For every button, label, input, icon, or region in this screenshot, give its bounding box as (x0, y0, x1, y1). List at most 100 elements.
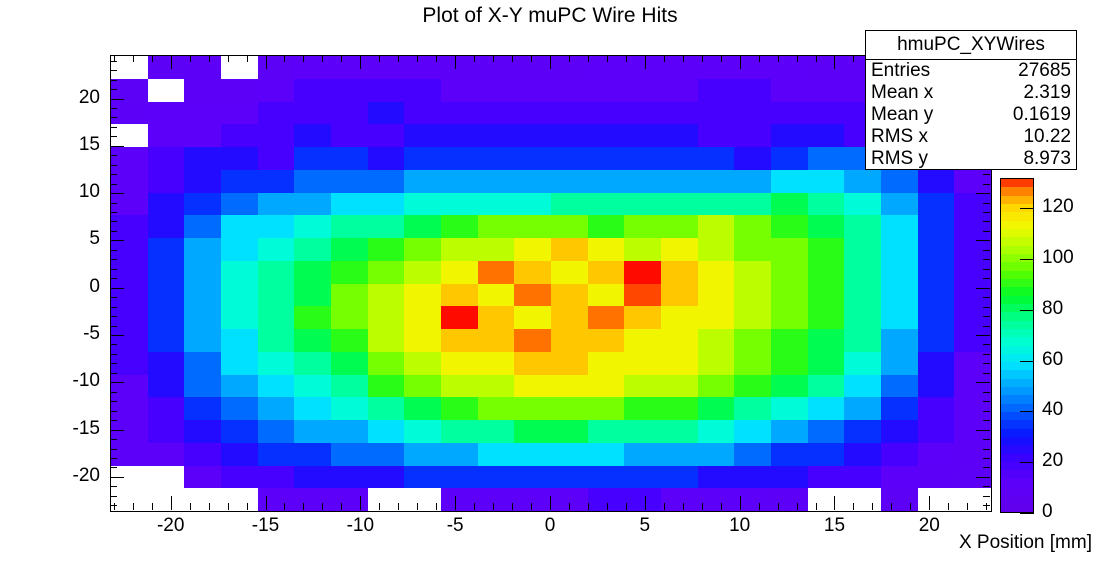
heatmap-cell (477, 147, 515, 171)
heatmap-cell (624, 192, 662, 216)
axis-tick (834, 496, 836, 510)
heatmap-cell (661, 78, 699, 103)
color-scale-band (1001, 228, 1033, 238)
heatmap-cell (441, 442, 479, 467)
heatmap-cell (184, 420, 222, 444)
heatmap-cell (257, 465, 295, 489)
heatmap-cell (587, 124, 625, 148)
heatmap-cell (331, 442, 369, 467)
heatmap-cell (404, 420, 442, 444)
x-axis-title: X Position [mm] (958, 532, 1092, 553)
axis-tick (110, 391, 117, 393)
heatmap-cell (404, 147, 442, 171)
heatmap-cell (331, 306, 369, 330)
heatmap-cell (404, 56, 442, 80)
heatmap-cell (367, 329, 405, 353)
heatmap-cell (551, 283, 589, 307)
heatmap-cell (331, 169, 369, 194)
axis-tick (110, 363, 117, 365)
heatmap-cell (807, 465, 845, 489)
heatmap-cell (367, 124, 405, 148)
axis-tick (948, 503, 950, 510)
axis-tick (983, 363, 990, 365)
heatmap-cell (807, 374, 845, 398)
color-scale-band (1001, 195, 1033, 205)
heatmap-cell (624, 465, 662, 489)
axis-tick-label: -15 (251, 515, 280, 536)
heatmap-cell (184, 397, 222, 421)
heatmap-cell (551, 488, 589, 511)
heatmap-cell (771, 397, 809, 421)
color-scale-band (1001, 245, 1033, 255)
heatmap-cell (917, 442, 955, 467)
heatmap-cell (587, 101, 625, 125)
heatmap-cell (917, 260, 955, 285)
axis-tick-label: 15 (823, 515, 846, 536)
axis-tick (606, 503, 608, 510)
axis-tick (113, 503, 115, 510)
color-scale-band (1001, 187, 1033, 197)
heatmap-cell (184, 78, 222, 103)
statistics-label: Mean y (871, 104, 934, 125)
heatmap-cell (661, 169, 699, 194)
color-scale-tick (1020, 462, 1034, 464)
axis-tick (834, 55, 836, 69)
heatmap-cell (184, 238, 222, 262)
heatmap-cell (514, 192, 552, 216)
heatmap-cell (184, 329, 222, 353)
heatmap-cell (661, 124, 699, 148)
heatmap-cell (257, 329, 295, 353)
heatmap-cell (551, 442, 589, 467)
heatmap-cell (184, 124, 222, 148)
heatmap-cell (624, 215, 662, 239)
heatmap-cell (477, 442, 515, 467)
heatmap-cell (881, 329, 919, 353)
color-scale-tick (1020, 513, 1034, 514)
heatmap-cell (661, 397, 699, 421)
heatmap-cell (661, 260, 699, 285)
heatmap-cell (771, 283, 809, 307)
heatmap-cell (954, 442, 991, 467)
heatmap-cell (221, 420, 259, 444)
heatmap-cell (881, 283, 919, 307)
axis-tick (587, 55, 589, 62)
heatmap-cell (477, 238, 515, 262)
heatmap-cell (551, 260, 589, 285)
heatmap-cell (221, 78, 259, 103)
axis-tick (110, 372, 117, 374)
heatmap-cell (147, 488, 185, 511)
heatmap-cell (147, 169, 185, 194)
statistics-row: RMS y 8.973 (866, 148, 1076, 170)
color-scale-band (1001, 287, 1033, 297)
heatmap-cell (954, 329, 991, 353)
heatmap-cell (147, 420, 185, 444)
heatmap-cell (917, 329, 955, 353)
heatmap-cell (514, 147, 552, 171)
axis-tick (739, 496, 741, 510)
color-scale-band (1001, 503, 1033, 512)
axis-tick (739, 55, 741, 69)
heatmap-cell (551, 124, 589, 148)
heatmap-cell (477, 215, 515, 239)
heatmap-cell (404, 374, 442, 398)
heatmap-cell (367, 260, 405, 285)
heatmap-cell (147, 329, 185, 353)
heatmap-cell (917, 306, 955, 330)
heatmap-cell (221, 101, 259, 125)
heatmap-cell (734, 465, 772, 489)
heatmap-cell (551, 192, 589, 216)
heatmap-cell (514, 397, 552, 421)
heatmap-cell (367, 78, 405, 103)
heatmap-cell (844, 329, 882, 353)
color-scale-tick (1020, 309, 1034, 311)
heatmap-cell (257, 56, 295, 80)
axis-tick (110, 505, 117, 507)
heatmap-cell (917, 215, 955, 239)
axis-tick (110, 335, 124, 336)
heatmap-cell (331, 374, 369, 398)
heatmap-cell (917, 420, 955, 444)
heatmap-cell (734, 78, 772, 103)
heatmap-cell (881, 192, 919, 216)
axis-tick (682, 503, 684, 510)
axis-tick (976, 382, 990, 384)
